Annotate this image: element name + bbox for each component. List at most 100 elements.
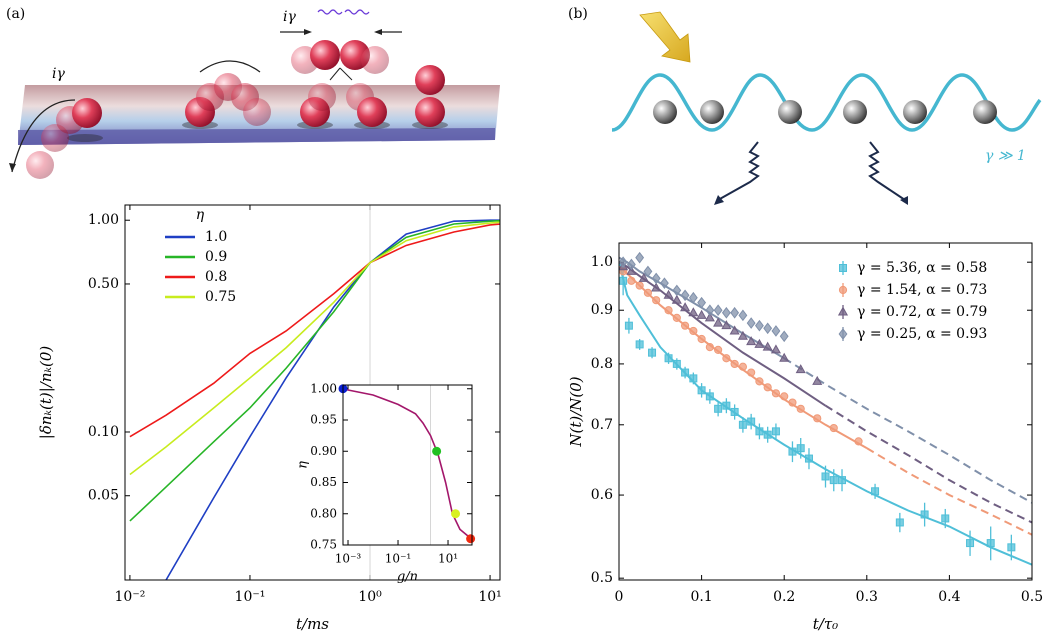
marker (660, 277, 669, 290)
y-tick-label: 1.0 (591, 254, 613, 270)
marker (626, 265, 637, 275)
marker (624, 321, 633, 330)
marker (779, 352, 790, 362)
marker (770, 344, 781, 354)
marker (697, 386, 706, 395)
x-tick-label: 10¹ (478, 589, 501, 605)
marker (730, 359, 739, 369)
marker (714, 404, 723, 413)
legend-label: 0.9 (205, 249, 227, 265)
marker (680, 289, 690, 302)
marker (704, 312, 715, 322)
y-axis-label: N(t)/N(0) (567, 376, 585, 447)
marker (680, 321, 690, 330)
x-tick-label: 10⁻³ (335, 552, 362, 566)
fit-line (619, 261, 1032, 566)
marker (804, 454, 813, 463)
line (129, 223, 500, 438)
marker (672, 313, 681, 322)
marker (821, 472, 830, 481)
legend-label: γ = 0.72, α = 0.79 (857, 304, 987, 320)
legend-marker (838, 285, 848, 295)
marker (920, 510, 929, 519)
marker (871, 487, 880, 496)
marker (755, 427, 764, 436)
marker (788, 447, 797, 456)
legend-marker (838, 328, 848, 340)
marker (663, 289, 674, 299)
illustration-label: γ ≫ 1 (985, 148, 1026, 164)
plot-frame (342, 384, 473, 546)
fit-line-extrapolated (824, 404, 1032, 524)
marker (713, 317, 724, 327)
marker (635, 340, 644, 349)
marker (755, 377, 764, 386)
y-tick-label: 0.90 (310, 444, 337, 458)
marker (689, 374, 698, 383)
marker (779, 330, 789, 343)
marker (747, 417, 756, 426)
x-tick-label: 10¹ (438, 552, 458, 566)
legend-label: γ = 0.25, α = 0.93 (857, 326, 987, 342)
marker (638, 272, 649, 282)
panel-label: (a) (6, 6, 25, 22)
legend-label: 1.0 (205, 229, 227, 245)
marker (771, 389, 781, 398)
y-tick-label: 0.8 (591, 356, 613, 372)
line (129, 219, 500, 522)
marker (986, 539, 995, 548)
y-tick-label: 0.10 (88, 424, 119, 440)
marker (795, 364, 806, 374)
marker (738, 362, 748, 371)
marker (680, 302, 691, 312)
marker (763, 322, 773, 335)
illustration-label: iγ (52, 66, 65, 82)
marker (651, 272, 661, 285)
marker (652, 296, 661, 305)
x-tick-label: 0.5 (1021, 589, 1043, 605)
marker (747, 368, 756, 377)
marker (838, 476, 847, 485)
marker (635, 281, 644, 290)
marker (829, 476, 838, 485)
legend-marker (839, 264, 847, 272)
marker (722, 401, 731, 410)
fit-line (619, 261, 827, 407)
legend-title: η (196, 207, 205, 223)
marker (688, 291, 698, 304)
marker (714, 345, 723, 354)
legend-label: 0.75 (205, 289, 236, 305)
y-axis-label: |δnₖ(t)|/nₖ(0) (37, 346, 55, 440)
marker (1007, 543, 1016, 552)
line (129, 221, 500, 476)
marker (705, 304, 715, 317)
marker (721, 306, 731, 319)
marker (780, 392, 789, 401)
marker (672, 359, 681, 368)
marker (746, 317, 756, 329)
fit-line-extrapolated (866, 447, 1032, 536)
marker (771, 325, 781, 337)
marker (672, 284, 682, 297)
x-tick-label: 0.2 (773, 589, 795, 605)
x-tick-label: 0.4 (938, 589, 960, 605)
y-tick-label: 0.50 (88, 276, 119, 292)
x-tick-label: 10⁻² (115, 589, 146, 605)
marker (619, 256, 628, 269)
y-tick-label: 1.00 (88, 212, 119, 228)
marker (635, 251, 645, 264)
marker (671, 294, 682, 304)
y-tick-label: 0.05 (88, 488, 119, 504)
marker (705, 392, 714, 401)
marker (754, 319, 764, 332)
marker (738, 420, 747, 429)
legend-label: 0.8 (205, 269, 227, 285)
marker (796, 444, 805, 453)
y-tick-label: 0.6 (591, 487, 613, 503)
plot-frame (124, 204, 501, 581)
line (165, 219, 500, 580)
marker (643, 288, 653, 297)
marker (648, 348, 657, 357)
marker (762, 341, 773, 351)
